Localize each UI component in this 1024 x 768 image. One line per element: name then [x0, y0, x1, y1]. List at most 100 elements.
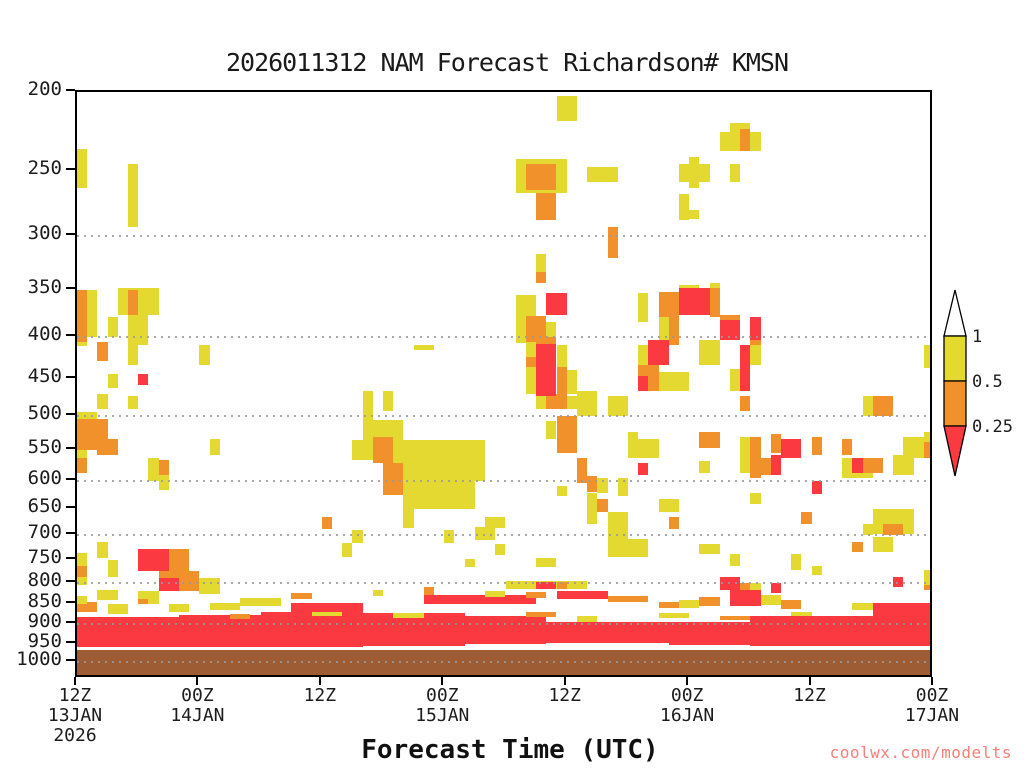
heatmap-cell: [658, 602, 679, 608]
heatmap-cell: [627, 431, 639, 458]
heatmap-cell: [923, 569, 930, 585]
y-tick-label: 850: [27, 590, 62, 613]
y-tick: [66, 89, 75, 91]
heatmap-cell: [546, 621, 669, 643]
heatmap-cells-layer: [77, 92, 930, 675]
heatmap-cell: [719, 315, 741, 321]
heatmap-cell: [556, 590, 608, 600]
colorbar-band-1: [943, 335, 967, 382]
colorbar-bottom-arrow: [943, 425, 967, 477]
heatmap-cell: [780, 438, 802, 458]
heatmap-cell: [107, 317, 118, 338]
y-tick-label: 400: [27, 323, 62, 346]
heatmap-cell: [678, 163, 710, 183]
heatmap-cell: [770, 582, 781, 594]
y-tick-label: 300: [27, 221, 62, 244]
heatmap-cell: [658, 292, 679, 318]
heatmap-cell: [536, 272, 547, 283]
x-tick-label: 00Z 16JAN: [660, 685, 715, 726]
heatmap-cell: [525, 592, 547, 598]
gridline-800: [77, 581, 930, 584]
heatmap-cell: [77, 457, 88, 473]
y-tick-label: 250: [27, 156, 62, 179]
heatmap-cell: [556, 367, 567, 395]
heatmap-cell: [97, 394, 108, 410]
heatmap-cell: [383, 390, 394, 412]
heatmap-cell: [158, 474, 169, 490]
heatmap-cell: [546, 293, 567, 315]
heatmap-cell: [740, 345, 751, 391]
heatmap-cell: [699, 431, 720, 448]
x-tick-label: 12Z: [793, 685, 826, 706]
colorbar-label: 0.25: [972, 417, 1013, 437]
heatmap-cell: [658, 371, 690, 391]
gridline-500: [77, 415, 930, 418]
heatmap-cell: [77, 552, 88, 566]
heatmap-cell: [209, 603, 241, 611]
heatmap-cell: [729, 122, 751, 133]
heatmap-cell: [546, 421, 557, 439]
x-tick: [318, 677, 321, 685]
x-tick-label: 00Z 15JAN: [415, 685, 470, 726]
heatmap-cell: [352, 440, 363, 460]
heatmap-cell: [689, 156, 700, 166]
y-tick-label: 550: [27, 436, 62, 459]
y-tick-label: 600: [27, 466, 62, 489]
heatmap-cell: [678, 600, 700, 609]
heatmap-cell: [77, 576, 88, 585]
heatmap-cell: [372, 436, 394, 463]
y-tick-label: 500: [27, 402, 62, 425]
heatmap-cell: [750, 492, 761, 504]
heatmap-cell: [199, 345, 210, 366]
heatmap-cell: [638, 293, 649, 322]
heatmap-cell: [811, 480, 822, 494]
heatmap-cell: [862, 523, 873, 536]
heatmap-cell: [128, 395, 139, 410]
y-tick-label: 1000: [16, 647, 62, 670]
heatmap-cell: [97, 341, 108, 362]
heatmap-cell: [750, 615, 873, 647]
heatmap-cell: [260, 612, 292, 647]
gridline-900: [77, 623, 930, 626]
heatmap-cell: [760, 594, 781, 606]
heatmap-cell: [923, 584, 930, 591]
heatmap-cell: [77, 595, 88, 605]
heatmap-cell: [689, 209, 700, 219]
heatmap-cell: [566, 370, 577, 395]
heatmap-cell: [77, 149, 88, 188]
heatmap-cell: [158, 578, 179, 592]
heatmap-cell: [525, 341, 537, 358]
heatmap-cell: [138, 599, 149, 605]
heatmap-cell: [546, 321, 557, 338]
heatmap-cell: [903, 436, 930, 458]
heatmap-cell: [852, 541, 863, 553]
heatmap-cell: [138, 373, 149, 385]
heatmap-cell: [719, 132, 741, 151]
heatmap-cell: [138, 549, 169, 572]
heatmap-cell: [525, 612, 557, 618]
heatmap-cell: [638, 438, 659, 458]
heatmap-cell: [729, 163, 741, 183]
heatmap-cell: [536, 394, 547, 410]
heatmap-cell: [729, 554, 741, 567]
heatmap-cell: [587, 492, 598, 524]
y-tick: [66, 506, 75, 509]
y-tick: [66, 658, 75, 661]
heatmap-cell: [893, 454, 914, 475]
gridline-1000: [77, 660, 930, 663]
heatmap-cell: [97, 541, 108, 558]
heatmap-cell: [678, 194, 690, 220]
heatmap-cell: [474, 526, 496, 541]
heatmap-cell: [383, 462, 404, 496]
y-tick: [66, 601, 75, 604]
y-tick-label: 700: [27, 521, 62, 544]
heatmap-cell: [842, 457, 853, 474]
heatmap-cell: [107, 373, 118, 389]
heatmap-cell: [230, 614, 251, 620]
heatmap-cell: [342, 542, 353, 557]
colorbar-top-arrow: [943, 289, 967, 337]
y-tick: [66, 532, 75, 535]
heatmap-cell: [97, 590, 118, 600]
heatmap-cell: [842, 473, 873, 478]
